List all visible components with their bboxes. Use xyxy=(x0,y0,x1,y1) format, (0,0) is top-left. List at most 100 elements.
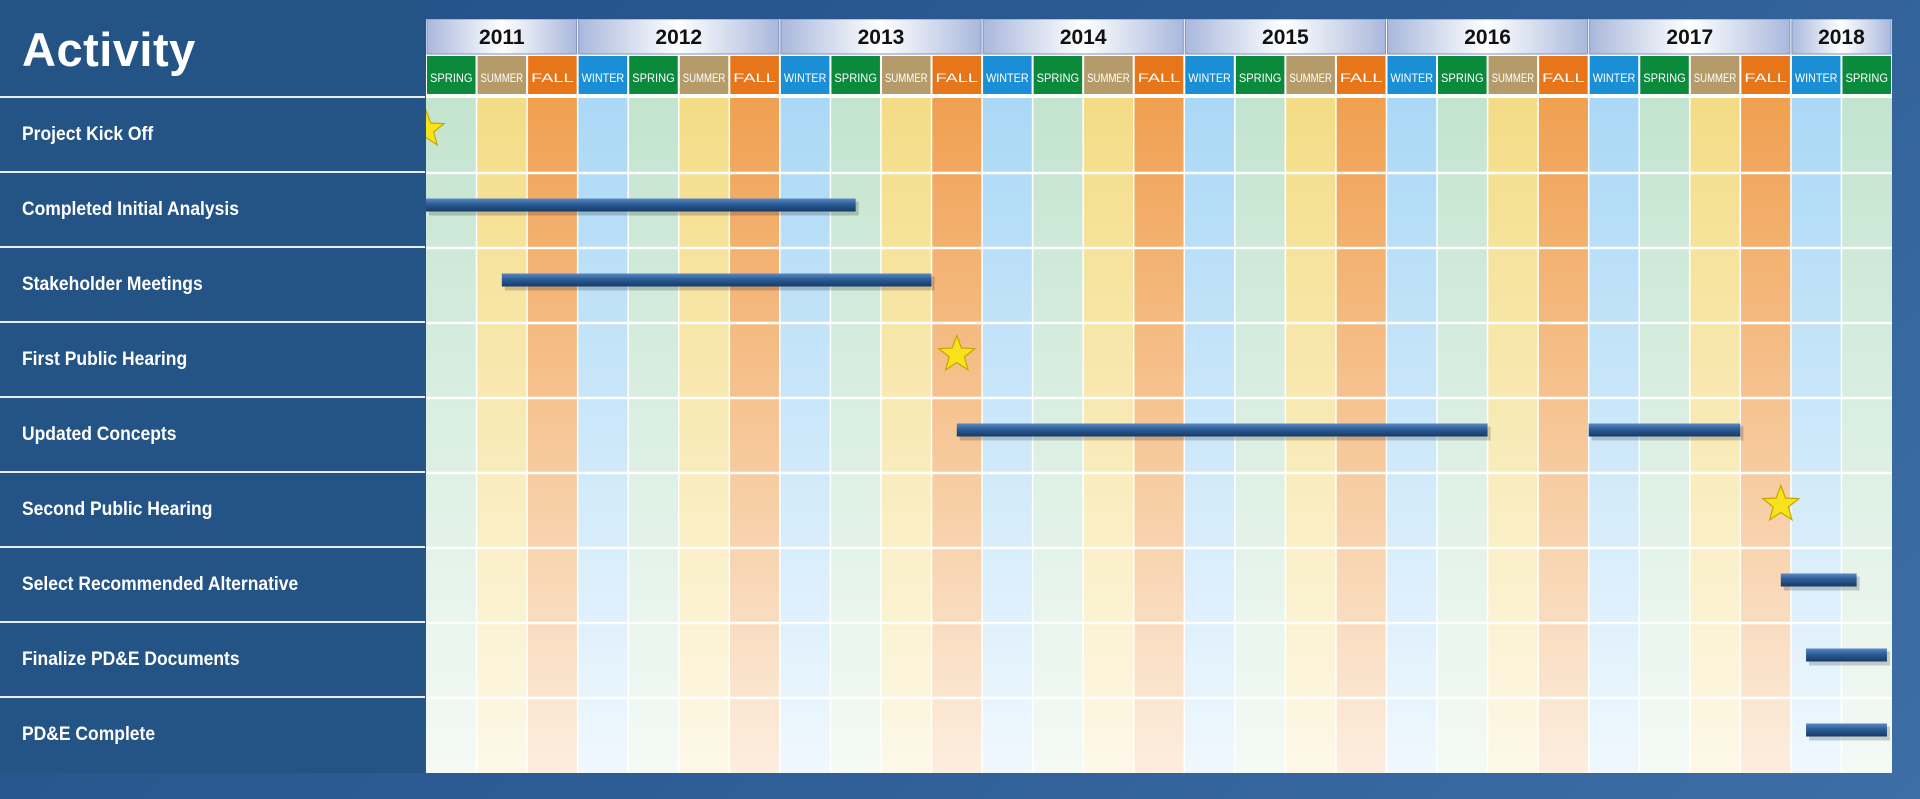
season-label-17: SUMMER xyxy=(1289,71,1332,85)
season-cell-3 xyxy=(578,56,628,94)
activity-name: Select Recommended Alternative xyxy=(22,573,299,595)
season-label-28: SPRING xyxy=(1845,71,1888,85)
season-cell-8 xyxy=(831,56,880,94)
year-cell-2017 xyxy=(1589,19,1791,55)
activity-name: First Public Hearing xyxy=(22,348,188,370)
activity-row-label: Completed Initial Analysis xyxy=(0,171,425,246)
season-label-8: SPRING xyxy=(834,71,877,85)
season-cell-4 xyxy=(629,56,678,94)
season-cell-22 xyxy=(1539,56,1588,94)
year-label-2013: 2013 xyxy=(858,26,905,49)
season-cell-21 xyxy=(1488,56,1538,94)
season-cell-16 xyxy=(1235,56,1285,94)
season-cell-1 xyxy=(477,56,527,94)
year-label-2012: 2012 xyxy=(655,26,702,49)
activity-row-label: Finalize PD&E Documents xyxy=(0,621,425,696)
season-label-12: SPRING xyxy=(1037,71,1080,85)
season-label-2: FALL xyxy=(531,71,574,85)
year-cell-2018 xyxy=(1791,19,1892,55)
activity-row-label: PD&E Complete xyxy=(0,696,425,771)
season-cell-26 xyxy=(1741,56,1790,94)
year-label-2017: 2017 xyxy=(1666,26,1713,49)
gantt-bar xyxy=(956,423,1488,437)
milestone-star xyxy=(1761,483,1801,522)
season-cell-11 xyxy=(983,56,1032,94)
season-cell-27 xyxy=(1791,56,1841,94)
gantt-bar xyxy=(1588,423,1741,437)
season-label-11: WINTER xyxy=(986,71,1029,85)
season-cell-23 xyxy=(1589,56,1639,94)
year-label-2011: 2011 xyxy=(479,26,525,49)
season-label-24: SPRING xyxy=(1643,71,1686,85)
season-label-1: SUMMER xyxy=(481,71,524,85)
season-cell-9 xyxy=(881,56,931,94)
gantt-chart-area: 2011 2012 2013 2014 2015 2016 2017 2018 SPRING S… xyxy=(426,19,1892,773)
season-label-21: SUMMER xyxy=(1492,71,1535,85)
season-cell-12 xyxy=(1033,56,1083,94)
season-cell-15 xyxy=(1185,56,1234,94)
season-label-25: SUMMER xyxy=(1694,71,1737,85)
activity-row-label: Second Public Hearing xyxy=(0,471,425,546)
gantt-bar xyxy=(1806,723,1887,737)
year-cell-2012 xyxy=(578,19,780,55)
season-label-18: FALL xyxy=(1340,71,1383,85)
year-label-2014: 2014 xyxy=(1060,26,1107,49)
activity-header-title: Activity xyxy=(22,23,196,76)
season-label-5: SUMMER xyxy=(683,71,726,85)
season-label-7: WINTER xyxy=(784,71,827,85)
season-label-20: SPRING xyxy=(1441,71,1484,85)
season-cell-10 xyxy=(932,56,982,94)
activity-name: Stakeholder Meetings xyxy=(22,273,203,295)
gantt-chart-svg: 2011 2012 2013 2014 2015 2016 2017 2018 SPRING S… xyxy=(426,19,1892,773)
season-label-10: FALL xyxy=(936,71,979,85)
gantt-bar xyxy=(426,198,856,212)
season-cell-28 xyxy=(1842,56,1891,94)
milestone-star xyxy=(937,333,977,372)
activity-label-panel: Activity Project Kick Off Completed Initi… xyxy=(0,0,425,773)
season-label-19: WINTER xyxy=(1390,71,1433,85)
season-cell-5 xyxy=(679,56,729,94)
season-cell-17 xyxy=(1286,56,1335,94)
season-label-13: SUMMER xyxy=(1087,71,1130,85)
year-label-2015: 2015 xyxy=(1262,26,1309,49)
activity-name: Completed Initial Analysis xyxy=(22,198,239,220)
activity-row-label: Select Recommended Alternative xyxy=(0,546,425,621)
season-label-15: WINTER xyxy=(1188,71,1231,85)
activity-row-label: First Public Hearing xyxy=(0,321,425,396)
season-cell-24 xyxy=(1640,56,1689,94)
activity-name: PD&E Complete xyxy=(22,723,156,745)
season-cell-14 xyxy=(1134,56,1184,94)
activity-name: Project Kick Off xyxy=(22,123,154,145)
season-cell-20 xyxy=(1438,56,1487,94)
year-cell-2011 xyxy=(426,19,578,55)
season-cell-18 xyxy=(1336,56,1386,94)
season-label-3: WINTER xyxy=(582,71,625,85)
activity-name: Updated Concepts xyxy=(22,423,177,445)
season-label-9: SUMMER xyxy=(885,71,928,85)
year-label-2018: 2018 xyxy=(1818,26,1865,49)
season-label-0: SPRING xyxy=(430,71,473,85)
season-cell-19 xyxy=(1387,56,1437,94)
activity-name: Second Public Hearing xyxy=(22,498,213,520)
milestone-star xyxy=(426,108,446,147)
season-label-6: FALL xyxy=(733,71,776,85)
activity-row-label: Stakeholder Meetings xyxy=(0,246,425,321)
season-cell-13 xyxy=(1084,56,1133,94)
season-label-4: SPRING xyxy=(632,71,675,85)
year-cell-2016 xyxy=(1386,19,1589,55)
year-cell-2014 xyxy=(982,19,1184,55)
season-cell-6 xyxy=(730,56,779,94)
gantt-bar xyxy=(1806,648,1887,662)
season-label-22: FALL xyxy=(1542,71,1585,85)
season-cell-7 xyxy=(780,56,830,94)
season-label-23: WINTER xyxy=(1593,71,1636,85)
activity-name: Finalize PD&E Documents xyxy=(22,648,240,670)
season-cell-2 xyxy=(528,56,577,94)
season-cell-0 xyxy=(427,56,476,94)
season-label-14: FALL xyxy=(1138,71,1181,85)
gantt-bar xyxy=(501,273,932,287)
season-label-26: FALL xyxy=(1744,71,1787,85)
activity-row-label: Project Kick Off xyxy=(0,96,425,171)
gantt-bar xyxy=(1780,573,1857,587)
season-label-16: SPRING xyxy=(1239,71,1282,85)
